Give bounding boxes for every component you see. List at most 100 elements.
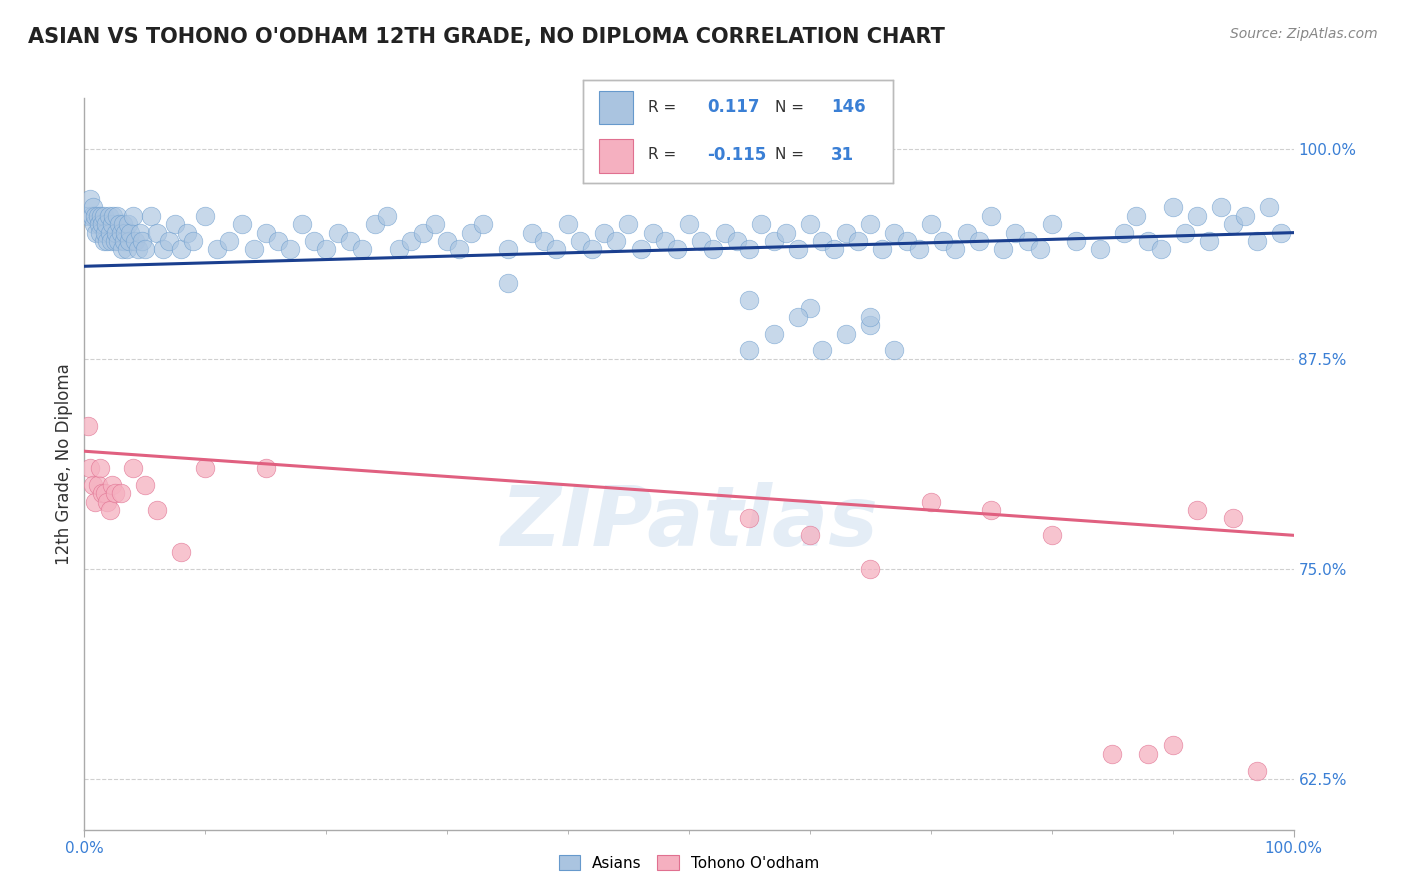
Point [423,217,446,231]
Point [82,478,104,492]
Point [94,226,117,240]
Point [859,217,882,231]
Point [1004,226,1026,240]
Point [725,234,748,248]
Point [702,243,724,257]
Point [218,234,240,248]
Point [835,226,858,240]
Y-axis label: 12th Grade, No Diploma: 12th Grade, No Diploma [55,363,73,565]
Point [1028,243,1050,257]
Text: -0.115: -0.115 [707,145,766,163]
Point [811,343,834,358]
Text: Source: ZipAtlas.com: Source: ZipAtlas.com [1230,27,1378,41]
Point [872,243,894,257]
Point [738,243,761,257]
Point [1114,226,1136,240]
Point [118,234,141,248]
Point [134,243,156,257]
Point [786,243,808,257]
Point [267,234,290,248]
Point [96,234,118,248]
Point [1161,739,1184,753]
Point [134,478,156,492]
Point [146,503,169,517]
Point [103,209,125,223]
Point [630,243,652,257]
Point [120,226,142,240]
Point [883,343,905,358]
Point [152,243,174,257]
Point [77,419,100,434]
Point [86,478,108,492]
Point [328,226,350,240]
Text: 31: 31 [831,145,853,163]
Point [1222,511,1244,525]
Point [399,234,422,248]
Point [176,226,198,240]
Point [1137,747,1160,761]
Point [1270,226,1292,240]
Point [1198,234,1220,248]
Point [738,293,761,307]
Point [1040,217,1063,231]
Point [93,209,115,223]
Point [98,503,121,517]
Point [654,234,676,248]
Point [84,494,107,508]
Point [139,209,162,223]
Point [110,226,132,240]
Point [775,226,797,240]
Point [1246,764,1268,778]
Point [115,243,138,257]
Point [90,209,112,223]
Point [80,209,103,223]
Point [101,217,124,231]
Point [84,209,107,223]
Point [786,310,808,324]
Point [665,243,688,257]
Point [859,310,882,324]
Point [762,326,785,341]
Point [105,209,128,223]
Text: N =: N = [775,147,804,162]
Point [352,243,374,257]
Point [1222,217,1244,231]
Point [79,192,101,206]
Point [690,234,713,248]
Point [1064,234,1087,248]
Point [107,234,129,248]
Point [89,226,111,240]
Point [91,217,114,231]
Point [859,562,882,576]
Point [436,234,458,248]
Point [302,234,325,248]
Point [823,243,845,257]
Point [278,243,301,257]
Point [472,217,495,231]
Point [1017,234,1039,248]
Point [907,243,929,257]
Point [581,243,603,257]
Point [980,209,1002,223]
Point [980,503,1002,517]
Text: R =: R = [648,147,676,162]
Point [388,243,411,257]
Point [96,494,118,508]
Bar [599,91,633,124]
Point [1101,747,1123,761]
Point [121,461,143,475]
Point [449,243,471,257]
Point [533,234,555,248]
Point [1234,209,1257,223]
Point [496,243,519,257]
Point [112,234,135,248]
Text: N =: N = [775,100,804,115]
Point [231,217,253,231]
Point [100,234,122,248]
Point [108,217,131,231]
Point [883,226,905,240]
Point [170,243,193,257]
Point [86,226,108,240]
Point [94,486,117,500]
Point [835,326,858,341]
